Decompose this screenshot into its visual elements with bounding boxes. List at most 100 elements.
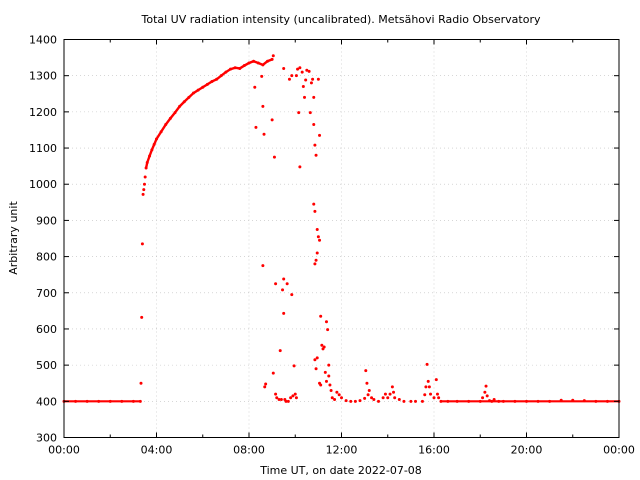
x-tick-label: 00:00 bbox=[48, 444, 80, 457]
data-point bbox=[313, 209, 317, 213]
data-point bbox=[304, 78, 308, 82]
data-point bbox=[292, 364, 296, 368]
data-point bbox=[312, 95, 316, 99]
data-point bbox=[324, 379, 328, 383]
data-point bbox=[319, 383, 323, 387]
data-point bbox=[296, 67, 300, 71]
data-point bbox=[328, 383, 332, 387]
data-point bbox=[263, 385, 267, 389]
data-point bbox=[290, 74, 294, 78]
y-tick-label: 1400 bbox=[29, 34, 57, 47]
y-tick-labels: 300 400 500 600 700 800 900 1000 1100 1200 1300 140… bbox=[29, 34, 57, 445]
data-point bbox=[313, 358, 317, 362]
data-point bbox=[425, 362, 429, 366]
data-point bbox=[402, 399, 406, 403]
data-point bbox=[388, 392, 392, 396]
data-point bbox=[390, 385, 394, 389]
data-point bbox=[264, 382, 268, 386]
data-point bbox=[322, 345, 326, 349]
data-point bbox=[271, 54, 275, 58]
data-point bbox=[316, 235, 320, 239]
data-point bbox=[254, 125, 258, 129]
data-point bbox=[300, 70, 304, 74]
data-point bbox=[294, 74, 298, 78]
data-point bbox=[381, 396, 385, 400]
data-point bbox=[349, 399, 353, 403]
data-point bbox=[282, 277, 286, 281]
data-point bbox=[303, 95, 306, 99]
data-point bbox=[287, 77, 291, 81]
data-point bbox=[140, 242, 144, 246]
data-points bbox=[62, 54, 621, 403]
y-tick-label: 1100 bbox=[29, 142, 57, 155]
data-point bbox=[392, 390, 396, 394]
data-point bbox=[386, 396, 390, 400]
data-point bbox=[289, 396, 293, 400]
data-point bbox=[327, 363, 331, 367]
y-axis-label: Arbitrary unit bbox=[7, 201, 20, 275]
data-point bbox=[393, 396, 397, 400]
data-point bbox=[312, 123, 316, 127]
data-point bbox=[298, 165, 302, 169]
data-point bbox=[335, 390, 339, 394]
data-point bbox=[364, 369, 368, 373]
axis-ticks bbox=[63, 39, 620, 438]
grid-lines bbox=[64, 39, 619, 438]
x-tick-label: 00:00 bbox=[603, 444, 635, 457]
data-point bbox=[429, 392, 433, 396]
data-point bbox=[330, 396, 334, 400]
data-point bbox=[370, 396, 374, 400]
data-point bbox=[318, 133, 322, 137]
data-point bbox=[324, 320, 328, 324]
y-tick-label: 1000 bbox=[29, 178, 57, 191]
data-point bbox=[485, 394, 489, 398]
data-point bbox=[483, 390, 487, 394]
data-point bbox=[314, 258, 318, 262]
data-point bbox=[315, 356, 319, 360]
data-point bbox=[420, 399, 424, 403]
data-point bbox=[284, 399, 288, 403]
data-point bbox=[270, 118, 274, 122]
data-point bbox=[282, 66, 286, 70]
data-point bbox=[340, 396, 343, 400]
data-point bbox=[301, 85, 305, 89]
y-tick-label: 500 bbox=[36, 359, 57, 372]
data-point bbox=[313, 262, 317, 266]
x-tick-label: 08:00 bbox=[233, 444, 265, 457]
data-point bbox=[315, 251, 319, 255]
data-point bbox=[481, 396, 485, 400]
data-point bbox=[271, 371, 275, 375]
morning-rise-trace bbox=[144, 58, 273, 169]
data-point bbox=[141, 192, 145, 196]
data-point bbox=[316, 77, 320, 81]
data-point bbox=[333, 398, 337, 402]
data-point bbox=[286, 399, 290, 403]
data-point bbox=[366, 393, 370, 397]
data-point bbox=[277, 398, 281, 402]
data-point bbox=[353, 399, 357, 403]
y-tick-label: 1200 bbox=[29, 106, 57, 119]
x-tick-label: 12:00 bbox=[326, 444, 358, 457]
data-point bbox=[279, 398, 283, 402]
y-tick-label: 900 bbox=[36, 214, 57, 227]
data-point bbox=[281, 288, 285, 292]
data-point bbox=[291, 394, 295, 398]
data-point bbox=[484, 384, 488, 388]
data-point bbox=[308, 111, 312, 115]
data-point bbox=[320, 343, 324, 347]
data-point bbox=[363, 396, 367, 400]
data-point bbox=[139, 381, 143, 385]
data-point bbox=[414, 399, 417, 403]
data-point bbox=[305, 68, 309, 72]
y-tick-label: 1300 bbox=[29, 70, 57, 83]
data-point bbox=[423, 393, 427, 397]
data-point bbox=[437, 396, 441, 400]
data-point bbox=[315, 227, 319, 231]
data-point bbox=[314, 367, 318, 371]
data-point bbox=[432, 396, 436, 400]
data-point bbox=[312, 202, 316, 206]
x-tick-label: 20:00 bbox=[511, 444, 543, 457]
data-point bbox=[409, 399, 413, 403]
data-point bbox=[365, 381, 369, 385]
